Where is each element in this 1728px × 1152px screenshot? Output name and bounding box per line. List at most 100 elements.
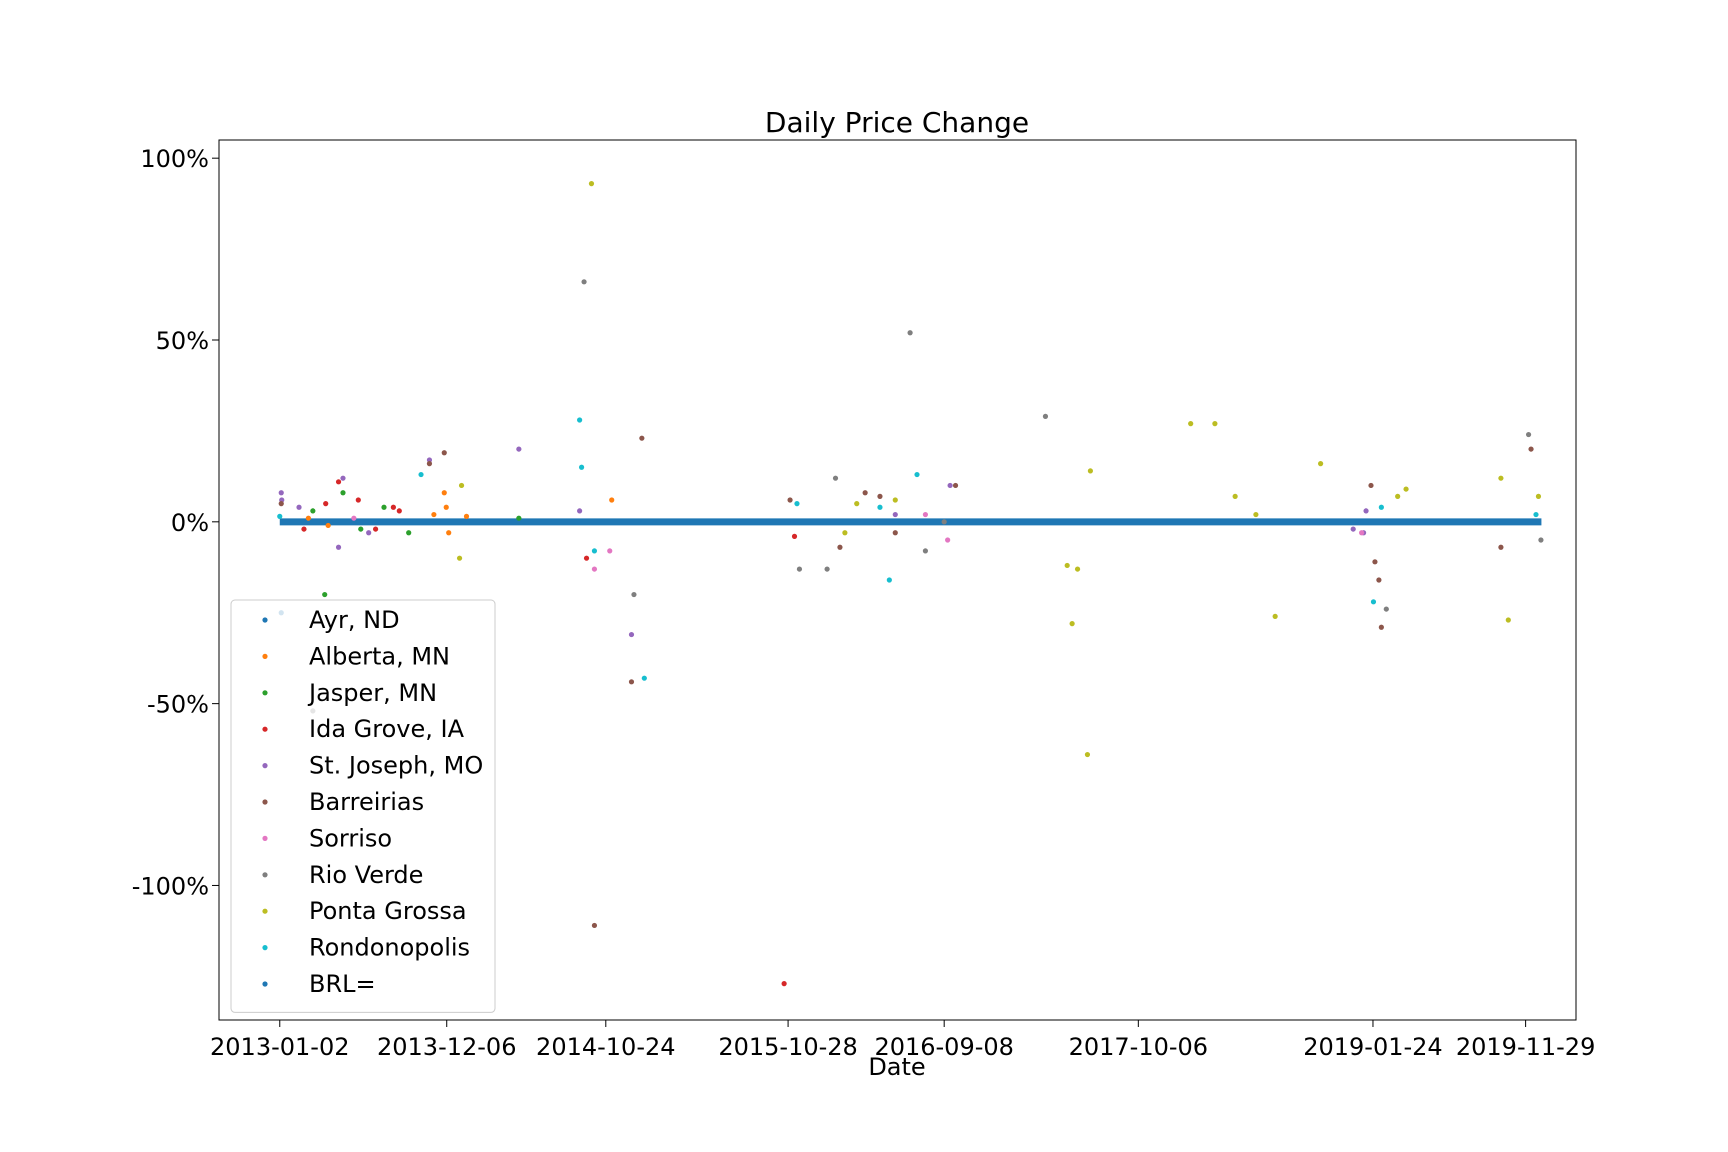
data-point [591,922,598,929]
legend-label: Ponta Grossa [309,897,467,925]
legend-marker [262,763,268,769]
legend-box [230,599,496,1013]
data-point [577,417,583,423]
data-point [892,511,898,518]
data-point [351,515,357,521]
data-point [1188,421,1194,427]
data-point [837,544,843,550]
data-point [366,530,372,536]
x-axis: 2013-01-02 2013-12-06 2014-10-24 2015-10-28… [210,1020,1595,1061]
y-axis: 100% 50% 0% -50% -100% [132,145,219,900]
x-axis-label: Date [868,1053,925,1081]
legend-marker [262,945,268,951]
data-point [591,566,598,572]
data-point [1370,599,1377,605]
data-point [1350,526,1356,532]
data-point [310,508,316,514]
legend-marker [262,726,268,732]
data-point [406,530,412,536]
data-point [631,591,637,598]
y-tick-label: -100% [132,872,209,900]
data-point [787,497,793,503]
data-point [1378,504,1384,510]
data-point [1368,482,1374,489]
data-point [1318,461,1324,467]
legend-marker [262,981,268,987]
data-point [607,548,613,554]
data-point [886,577,892,583]
data-point [1359,530,1365,536]
y-tick-label: 100% [140,145,209,173]
x-tick-label: 2013-01-02 [210,1033,349,1061]
data-point [1498,475,1504,481]
data-point [516,446,522,452]
legend-marker [262,690,268,696]
data-point [907,330,913,336]
data-point [639,435,645,441]
data-point [1363,508,1369,514]
data-point [892,530,898,536]
data-point [1395,493,1401,499]
data-point [1042,413,1049,419]
data-point [862,490,868,496]
legend-marker [262,799,268,805]
data-point [355,497,361,503]
data-point [323,501,329,507]
data-point [301,526,307,532]
data-point [1505,617,1511,623]
data-point [945,537,951,543]
data-point [1538,537,1544,543]
legend-marker [262,617,268,623]
data-point [1525,431,1532,438]
data-point [443,504,449,510]
x-tick-label: 2017-10-06 [1069,1033,1208,1061]
data-point [609,497,615,503]
data-point [628,679,635,685]
data-point [1212,421,1218,427]
legend-label: Rio Verde [309,861,423,889]
data-point [456,555,463,561]
data-point [791,533,798,539]
data-point [781,981,787,987]
y-tick-label: 50% [156,327,209,355]
data-point [516,515,522,521]
data-point [1272,613,1278,619]
data-point [1378,624,1384,630]
legend-marker [262,653,268,660]
legend-label: Jasper, MN [307,679,437,707]
data-point [1403,486,1409,492]
data-point [877,493,883,499]
data-point [583,555,590,561]
plot-marks [277,181,1544,987]
data-point [390,504,396,510]
data-point [1069,621,1075,627]
data-point [426,457,433,463]
data-point [446,530,452,536]
plot-frame [218,139,1577,1021]
x-tick-label: 2013-12-06 [377,1033,516,1061]
data-point [1084,751,1091,758]
data-point [335,544,342,550]
data-point [1074,566,1081,572]
data-point [463,513,470,519]
data-point [947,482,953,489]
data-point [418,471,424,478]
data-point [854,501,860,507]
data-point [1372,559,1378,565]
data-point [796,566,803,572]
legend-marker [262,872,268,878]
data-point [396,508,402,514]
legend-label: Alberta, MN [309,642,450,670]
data-point [431,511,437,518]
data-point [1087,468,1094,474]
data-point [922,511,929,518]
x-tick-label: 2015-10-28 [718,1033,857,1061]
data-point [581,279,587,285]
data-point [426,461,433,467]
legend-label: St. Joseph, MO [309,752,483,780]
data-point [941,519,947,525]
legend-label: Ida Grove, IA [309,715,465,743]
data-point [1376,577,1382,583]
legend-label: Ayr, ND [309,606,400,634]
x-tick-label: 2014-10-24 [536,1033,675,1061]
